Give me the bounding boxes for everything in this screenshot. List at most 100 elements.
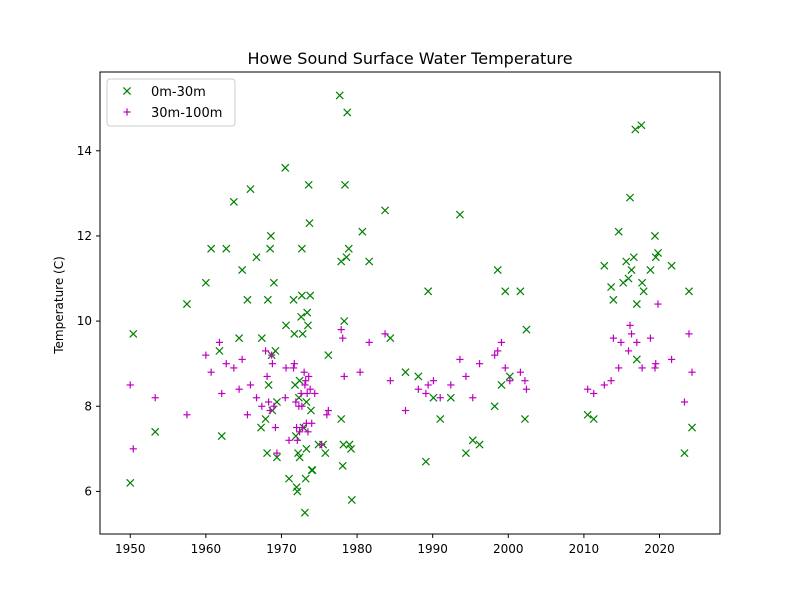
point-0m-30m	[468, 436, 477, 445]
point-30m-100m	[685, 330, 693, 338]
point-30m-100m	[469, 394, 477, 402]
point-30m-100m	[522, 385, 531, 393]
point-30m-100m	[456, 355, 464, 364]
point-30m-100m	[337, 326, 345, 334]
point-0m-30m	[345, 440, 354, 449]
point-0m-30m	[222, 244, 231, 253]
point-30m-100m	[680, 398, 689, 406]
point-0m-30m	[151, 427, 160, 436]
data-points	[126, 91, 697, 517]
point-0m-30m	[401, 368, 410, 377]
point-0m-30m	[339, 440, 348, 449]
point-0m-30m	[229, 197, 238, 206]
point-0m-30m	[301, 474, 310, 483]
point-30m-100m	[222, 360, 230, 368]
point-0m-30m	[381, 206, 390, 215]
point-0m-30m	[619, 278, 628, 287]
point-0m-30m	[639, 287, 648, 296]
x-tick-label: 1950	[115, 542, 146, 556]
point-0m-30m	[294, 449, 303, 458]
point-0m-30m	[302, 397, 311, 407]
point-0m-30m	[215, 346, 224, 355]
point-30m-100m	[497, 338, 506, 346]
point-30m-100m	[652, 360, 660, 368]
point-30m-100m	[627, 330, 636, 338]
point-30m-100m	[303, 389, 311, 398]
point-30m-100m	[688, 368, 696, 376]
point-30m-100m	[429, 377, 438, 385]
point-30m-100m	[340, 372, 348, 381]
point-0m-30m	[272, 397, 281, 407]
point-0m-30m	[182, 300, 191, 309]
point-0m-30m	[129, 329, 138, 338]
point-0m-30m	[414, 372, 423, 381]
point-30m-100m	[266, 406, 274, 415]
point-0m-30m	[650, 231, 659, 240]
point-0m-30m	[340, 180, 349, 189]
point-0m-30m	[281, 321, 291, 330]
point-0m-30m	[302, 444, 311, 453]
point-30m-100m	[218, 389, 226, 398]
point-30m-100m	[292, 423, 301, 432]
point-0m-30m	[321, 449, 330, 458]
point-30m-100m	[323, 411, 331, 419]
point-30m-100m	[292, 398, 300, 406]
point-0m-30m	[421, 457, 430, 466]
point-30m-100m	[654, 300, 662, 308]
point-30m-100m	[304, 428, 312, 436]
point-0m-30m	[358, 227, 367, 236]
x-tick-label: 2000	[493, 542, 524, 556]
point-30m-100m	[668, 355, 676, 364]
point-30m-100m	[462, 372, 470, 381]
point-30m-100m	[638, 364, 646, 372]
point-30m-100m	[261, 347, 270, 355]
point-30m-100m	[356, 368, 364, 376]
point-30m-100m	[386, 377, 394, 385]
point-30m-100m	[422, 389, 430, 398]
point-0m-30m	[436, 415, 445, 424]
y-axis-label: Temperature (C)	[52, 256, 66, 355]
point-0m-30m	[505, 372, 514, 381]
point-30m-100m	[296, 428, 304, 436]
x-tick-label: 1960	[191, 542, 222, 556]
point-0m-30m	[653, 248, 663, 257]
point-30m-100m	[290, 360, 298, 368]
point-0m-30m	[651, 253, 660, 262]
point-30m-100m	[436, 394, 444, 402]
point-30m-100m	[308, 419, 316, 427]
point-30m-100m	[506, 377, 514, 385]
point-30m-100m	[339, 334, 347, 342]
point-30m-100m	[615, 364, 623, 372]
point-0m-30m	[246, 185, 255, 194]
point-0m-30m	[424, 287, 433, 296]
point-30m-100m	[252, 394, 261, 402]
point-30m-100m	[414, 385, 422, 393]
point-0m-30m	[626, 193, 635, 202]
point-0m-30m	[303, 321, 312, 330]
point-0m-30m	[126, 478, 135, 487]
point-30m-100m	[600, 381, 608, 389]
point-30m-100m	[306, 385, 314, 393]
point-0m-30m	[446, 393, 455, 402]
y-tick-label: 14	[77, 144, 92, 158]
chart-title: Howe Sound Surface Water Temperature	[247, 49, 572, 68]
point-0m-30m	[304, 180, 313, 189]
point-0m-30m	[589, 415, 598, 424]
legend-symbol	[122, 86, 132, 96]
point-0m-30m	[335, 91, 344, 100]
point-30m-100m	[617, 338, 625, 346]
point-30m-100m	[491, 351, 499, 359]
point-0m-30m	[637, 121, 646, 130]
point-0m-30m	[289, 295, 298, 304]
point-0m-30m	[609, 295, 618, 304]
point-0m-30m	[344, 244, 353, 253]
point-0m-30m	[207, 244, 216, 253]
y-axis-ticks: 6 8 10 12 14	[77, 144, 100, 498]
point-0m-30m	[300, 508, 309, 517]
x-tick-label: 1970	[266, 542, 297, 556]
point-30m-100m	[183, 411, 191, 419]
point-30m-100m	[501, 364, 509, 372]
point-0m-30m	[238, 265, 247, 275]
